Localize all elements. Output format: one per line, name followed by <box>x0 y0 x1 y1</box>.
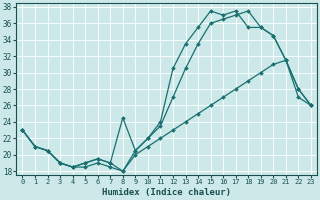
X-axis label: Humidex (Indice chaleur): Humidex (Indice chaleur) <box>102 188 231 197</box>
